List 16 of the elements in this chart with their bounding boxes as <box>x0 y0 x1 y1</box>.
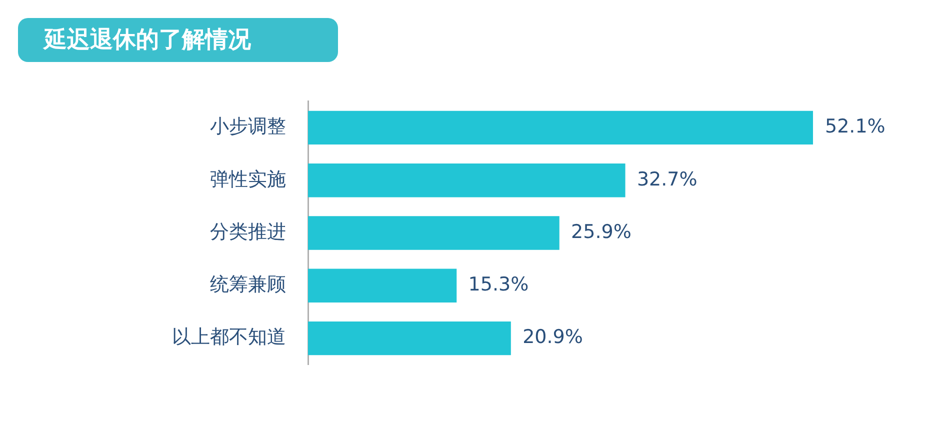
bar <box>308 164 626 198</box>
y-tick-label: 分类推进 <box>210 220 286 243</box>
data-label: 20.9% <box>522 326 583 348</box>
data-label: 25.9% <box>571 220 632 243</box>
data-label: 52.1% <box>825 116 886 138</box>
y-tick-label: 以上都不知道 <box>172 326 286 348</box>
bar <box>308 321 511 356</box>
bar <box>308 268 457 302</box>
bar <box>308 110 813 145</box>
data-label: 32.7% <box>636 168 698 190</box>
chart-title: 延迟退休的了解情况 <box>18 18 338 62</box>
y-tick-label: 小步调整 <box>210 116 286 138</box>
y-tick-label: 弹性实施 <box>210 168 286 190</box>
y-tick-label: 统筹兼顾 <box>210 274 286 296</box>
data-label: 15.3% <box>468 274 529 296</box>
bar <box>308 216 560 250</box>
